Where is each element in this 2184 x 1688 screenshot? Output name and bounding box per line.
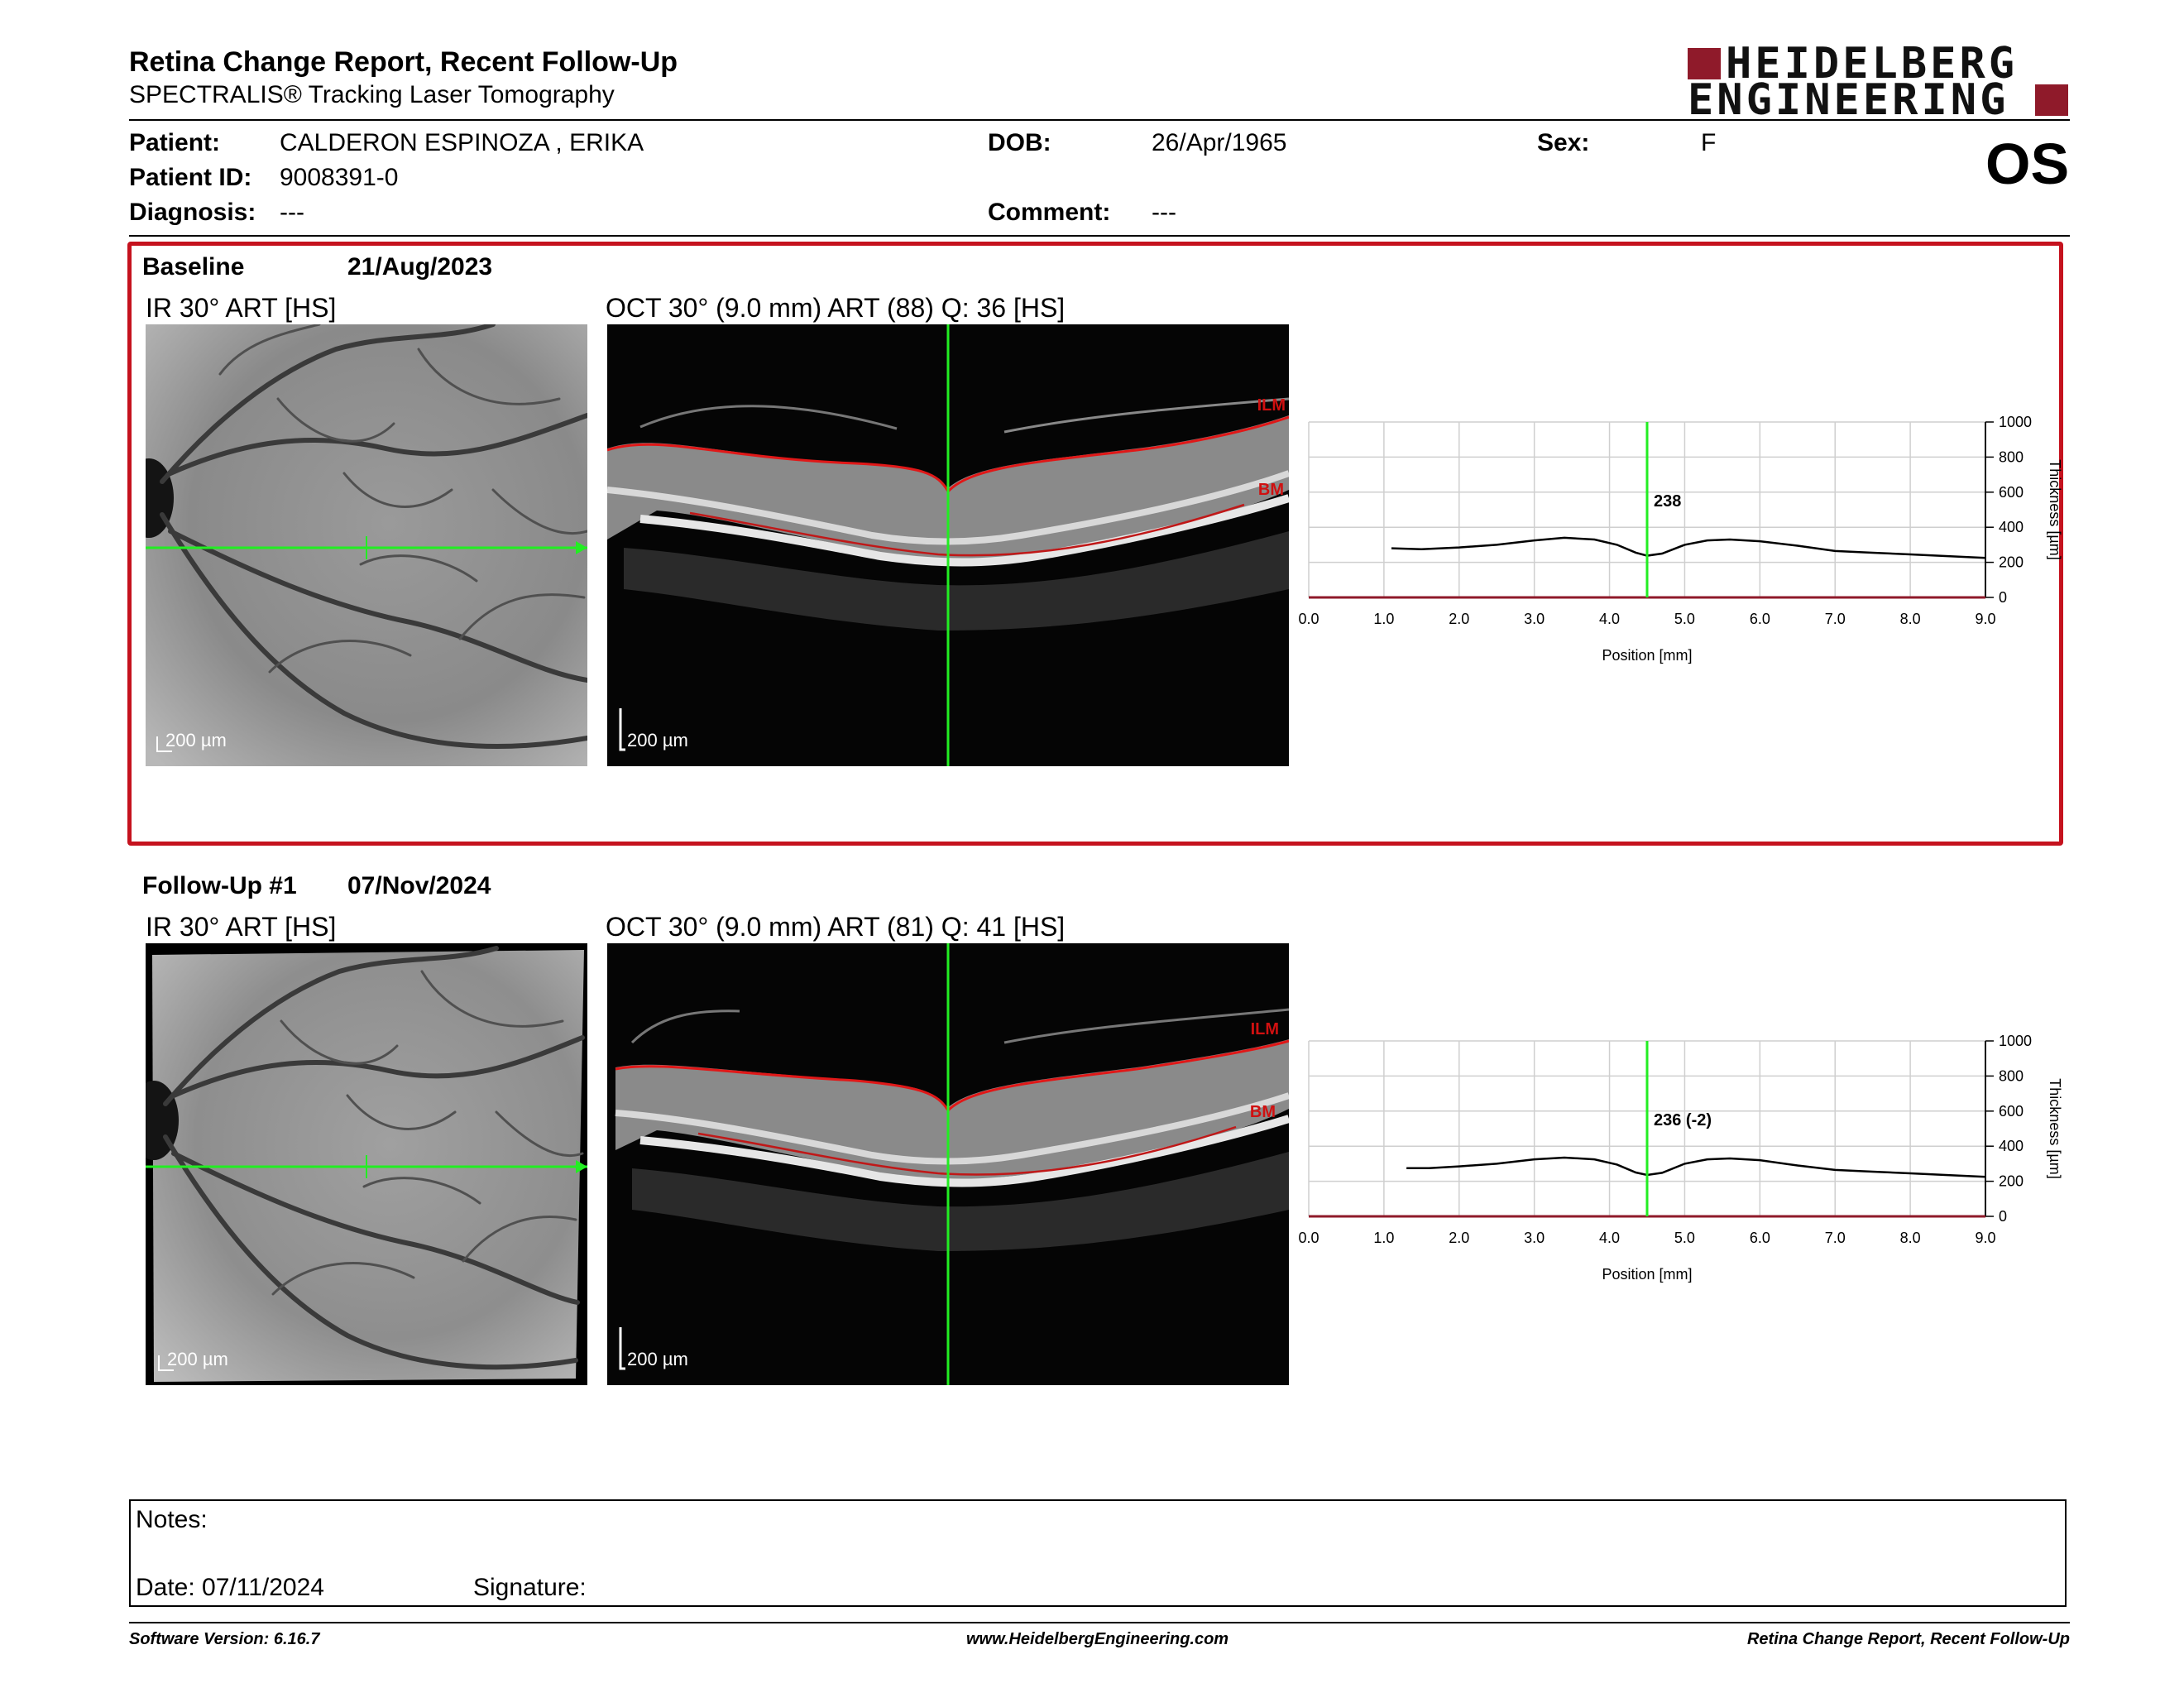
- followup-thickness-chart: 0.0 1.0 2.0 3.0 4.0 5.0 6.0 7.0 8.0 9.00 200 400 600…: [1298, 1033, 2063, 1283]
- followup-date: 07/Nov/2024: [347, 872, 491, 899]
- patient-id-label: Patient ID:: [129, 164, 252, 191]
- logo-line-2: ENGINEERING: [1688, 79, 2068, 122]
- baseline-fundus-image: 200 µm: [146, 324, 587, 766]
- followup-oct-title: OCT 30° (9.0 mm) ART (81) Q: 41 [HS]: [606, 912, 1066, 942]
- sex-value: F: [1701, 129, 1717, 156]
- x-tick-label: 8.0: [1900, 611, 1921, 627]
- y-tick-label: 400: [1999, 1138, 2024, 1154]
- thickness-line: [1406, 1156, 1986, 1178]
- notes-box[interactable]: Notes: Date: 07/11/2024 Signature:: [129, 1499, 2067, 1607]
- notes-date: Date: 07/11/2024: [136, 1574, 324, 1601]
- x-tick-label: 4.0: [1599, 611, 1620, 627]
- x-tick-label: 0.0: [1298, 1230, 1319, 1246]
- footer-divider: [129, 1622, 2070, 1623]
- eye-indicator: OS: [1985, 132, 2070, 196]
- x-tick-label: 9.0: [1975, 611, 1995, 627]
- followup-ir-title: IR 30° ART [HS]: [146, 912, 337, 942]
- footer-report-name: Retina Change Report, Recent Follow-Up: [1746, 1630, 2070, 1648]
- x-tick-label: 0.0: [1298, 611, 1319, 627]
- thickness-line: [1391, 536, 1986, 559]
- patient-divider: [129, 235, 2070, 237]
- followup-fundus-image: 200 µm: [146, 943, 587, 1385]
- followup-thickness-value: 236 (-2): [1654, 1111, 1712, 1129]
- x-tick-label: 6.0: [1750, 611, 1770, 627]
- sex-label: Sex:: [1537, 129, 1590, 156]
- baseline-date: 21/Aug/2023: [347, 253, 493, 281]
- baseline-frame: [127, 242, 2063, 846]
- x-tick-label: 2.0: [1449, 611, 1469, 627]
- logo-square-icon: [1688, 48, 1721, 79]
- x-tick-label: 4.0: [1599, 1230, 1620, 1246]
- comment-label: Comment:: [988, 199, 1111, 226]
- comment-value: ---: [1152, 199, 1176, 226]
- followup-ilm-label: ILM: [1251, 1020, 1279, 1038]
- x-tick-label: 5.0: [1674, 611, 1695, 627]
- x-tick-label: 9.0: [1975, 1230, 1995, 1246]
- followup-bm-label: BM: [1250, 1103, 1276, 1121]
- y-tick-label: 0: [1999, 589, 2007, 606]
- notes-label: Notes:: [136, 1506, 208, 1533]
- y-tick-label: 1000: [1999, 414, 2032, 430]
- y-tick-label: 0: [1999, 1208, 2007, 1225]
- y-tick-label: 1000: [1999, 1033, 2032, 1049]
- followup-label: Follow-Up #1: [142, 872, 297, 899]
- y-tick-label: 600: [1999, 1103, 2024, 1120]
- followup-oct-image: ILM BM 200 µm: [607, 943, 1289, 1385]
- baseline-ir-title: IR 30° ART [HS]: [146, 293, 337, 323]
- dob-value: 26/Apr/1965: [1152, 129, 1287, 156]
- patient-name: CALDERON ESPINOZA , ERIKA: [280, 129, 644, 156]
- x-tick-label: 3.0: [1524, 611, 1545, 627]
- logo-line-1: HEIDELBERG: [1688, 42, 2068, 85]
- baseline-oct-scale: 200 µm: [627, 730, 688, 750]
- x-tick-label: 5.0: [1674, 1230, 1695, 1246]
- baseline-y-axis-label: Thickness [µm]: [2047, 459, 2063, 559]
- baseline-ir-scale: 200 µm: [165, 730, 227, 750]
- website-link[interactable]: www.HeidelbergEngineering.com: [966, 1630, 1229, 1648]
- x-tick-label: 6.0: [1750, 1230, 1770, 1246]
- followup-oct-scale: 200 µm: [627, 1349, 688, 1369]
- x-tick-label: 8.0: [1900, 1230, 1921, 1246]
- x-tick-label: 2.0: [1449, 1230, 1469, 1246]
- x-tick-label: 7.0: [1825, 1230, 1846, 1246]
- x-tick-label: 7.0: [1825, 611, 1846, 627]
- followup-ir-scale: 200 µm: [167, 1349, 228, 1369]
- header-divider: [129, 119, 2070, 121]
- x-tick-label: 1.0: [1373, 1230, 1394, 1246]
- dob-label: DOB:: [988, 129, 1051, 156]
- baseline-label: Baseline: [142, 253, 245, 281]
- baseline-bm-label: BM: [1258, 481, 1284, 499]
- logo-square-icon: [2035, 84, 2068, 116]
- baseline-thickness-chart: 0.0 1.0 2.0 3.0 4.0 5.0 6.0 7.0 8.0 9.00 200 400 600…: [1298, 414, 2063, 664]
- report-title: Retina Change Report, Recent Follow-Up: [129, 46, 678, 78]
- signature-label: Signature:: [473, 1574, 587, 1601]
- baseline-oct-title: OCT 30° (9.0 mm) ART (88) Q: 36 [HS]: [606, 293, 1066, 323]
- x-tick-label: 3.0: [1524, 1230, 1545, 1246]
- diagnosis-value: ---: [280, 199, 304, 226]
- baseline-oct-image: ILM BM 200 µm: [607, 324, 1289, 766]
- followup-y-axis-label: Thickness [µm]: [2047, 1078, 2063, 1178]
- y-tick-label: 400: [1999, 519, 2024, 535]
- y-tick-label: 800: [1999, 448, 2024, 465]
- diagnosis-label: Diagnosis:: [129, 199, 256, 226]
- y-tick-label: 800: [1999, 1067, 2024, 1084]
- y-tick-label: 200: [1999, 1173, 2024, 1190]
- followup-x-axis-label: Position [mm]: [1602, 1266, 1692, 1283]
- software-version: Software Version: 6.16.7: [129, 1630, 320, 1648]
- y-tick-label: 600: [1999, 484, 2024, 501]
- baseline-ilm-label: ILM: [1257, 396, 1286, 415]
- report-subtitle: SPECTRALIS® Tracking Laser Tomography: [129, 81, 615, 108]
- baseline-x-axis-label: Position [mm]: [1602, 647, 1692, 664]
- baseline-thickness-value: 238: [1654, 492, 1681, 511]
- y-tick-label: 200: [1999, 554, 2024, 571]
- x-tick-label: 1.0: [1373, 611, 1394, 627]
- patient-label: Patient:: [129, 129, 221, 156]
- patient-id-value: 9008391-0: [280, 164, 399, 191]
